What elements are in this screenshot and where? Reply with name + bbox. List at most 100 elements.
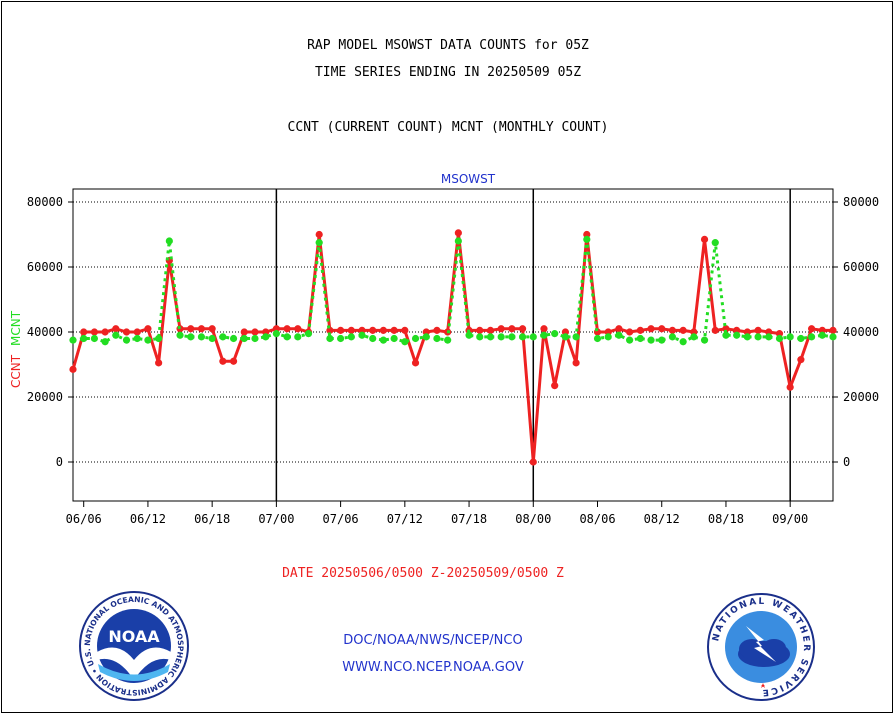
data-point-ccnt <box>754 326 762 334</box>
x-tick-label: 06/12 <box>130 512 166 526</box>
data-point-mcnt <box>272 330 280 338</box>
x-tick-label: 08/00 <box>515 512 551 526</box>
legend-description: CCNT (CURRENT COUNT) MCNT (MONTHLY COUNT… <box>287 120 609 135</box>
data-point-ccnt <box>411 359 420 367</box>
data-point-mcnt <box>155 334 163 343</box>
data-point-mcnt <box>700 336 709 344</box>
data-point-mcnt <box>411 334 420 343</box>
x-tick-label: 07/00 <box>258 512 294 526</box>
data-point-mcnt <box>626 336 634 344</box>
data-point-mcnt <box>187 333 195 341</box>
data-point-ccnt <box>797 356 805 364</box>
org-label: DOC/NOAA/NWS/NCEP/NCO <box>343 633 523 648</box>
data-point-mcnt <box>262 333 270 341</box>
data-point-ccnt <box>80 328 88 336</box>
data-point-ccnt <box>668 326 677 334</box>
data-point-mcnt <box>658 336 666 344</box>
data-point-mcnt <box>465 331 473 339</box>
data-point-mcnt <box>304 330 313 338</box>
data-point-mcnt <box>112 331 120 339</box>
data-point-mcnt <box>347 333 355 341</box>
data-point-mcnt <box>390 334 398 343</box>
data-point-mcnt <box>647 336 655 344</box>
data-point-ccnt <box>572 359 580 367</box>
data-point-mcnt <box>133 334 141 343</box>
y-tick-label-left: 0 <box>56 455 63 469</box>
data-point-mcnt <box>743 333 751 341</box>
data-point-ccnt <box>786 383 794 391</box>
data-point-ccnt <box>615 325 623 333</box>
data-point-ccnt <box>636 326 644 334</box>
data-point-mcnt <box>486 333 495 341</box>
x-tick-label: 08/12 <box>644 512 680 526</box>
data-point-ccnt <box>529 458 537 466</box>
data-point-mcnt <box>144 336 152 344</box>
data-point-ccnt <box>337 326 345 334</box>
noaa-logo-icon: NATIONAL OCEANIC AND ATMOSPHERIC ADMINIS… <box>78 590 189 701</box>
data-point-mcnt <box>197 333 206 341</box>
data-point-ccnt <box>551 382 559 390</box>
data-point-mcnt <box>636 334 644 343</box>
data-point-mcnt <box>69 336 77 344</box>
data-point-mcnt <box>775 334 784 343</box>
data-point-ccnt <box>187 325 195 333</box>
data-point-mcnt <box>101 338 109 346</box>
data-point-ccnt <box>326 326 334 334</box>
data-point-ccnt <box>101 328 109 336</box>
data-point-mcnt <box>508 333 516 341</box>
data-point-ccnt <box>155 359 163 367</box>
data-point-ccnt <box>433 326 441 334</box>
data-point-ccnt <box>508 325 516 333</box>
data-point-mcnt <box>797 334 805 343</box>
data-point-ccnt <box>251 328 259 336</box>
data-point-ccnt <box>208 325 216 333</box>
y-axis-label-mcnt: MCNT <box>9 310 23 346</box>
data-point-ccnt <box>197 325 206 333</box>
data-point-mcnt <box>829 333 837 341</box>
x-tick-label: 07/18 <box>451 512 487 526</box>
y-tick-label-left: 60000 <box>27 260 63 274</box>
x-tick-label: 07/06 <box>323 512 359 526</box>
data-point-mcnt <box>540 331 548 339</box>
data-point-ccnt <box>144 325 152 333</box>
data-point-mcnt <box>315 239 323 247</box>
data-point-mcnt <box>165 237 173 245</box>
data-point-ccnt <box>679 326 687 334</box>
y-tick-label-left: 20000 <box>27 390 63 404</box>
data-point-mcnt <box>668 333 677 341</box>
data-point-mcnt <box>251 334 259 343</box>
data-point-ccnt <box>626 328 634 336</box>
data-point-mcnt <box>529 333 537 341</box>
data-point-mcnt <box>615 331 623 339</box>
data-point-mcnt <box>711 239 719 247</box>
data-point-mcnt <box>433 334 441 343</box>
data-point-mcnt <box>765 333 773 341</box>
data-point-mcnt <box>176 331 184 339</box>
data-point-mcnt <box>583 235 591 243</box>
y-axis-label-ccnt: CCNT <box>9 354 23 388</box>
data-point-mcnt <box>337 334 345 343</box>
data-point-mcnt <box>454 237 462 245</box>
nws-logo-icon: NATIONAL WEATHER SERVICE <box>707 593 815 701</box>
data-point-mcnt <box>90 334 99 343</box>
y-tick-label-right: 80000 <box>843 195 879 209</box>
data-point-mcnt <box>572 333 580 341</box>
data-point-mcnt <box>604 333 612 341</box>
data-point-ccnt <box>240 328 248 336</box>
data-point-ccnt <box>647 325 655 333</box>
data-point-mcnt <box>422 333 430 341</box>
panel-label: MSOWST <box>441 172 496 186</box>
data-point-ccnt <box>390 326 398 334</box>
y-tick-label-right: 40000 <box>843 325 879 339</box>
y-tick-label-right: 60000 <box>843 260 879 274</box>
data-point-ccnt <box>347 326 355 334</box>
data-point-mcnt <box>551 330 559 338</box>
data-point-mcnt <box>690 333 698 341</box>
data-point-mcnt <box>240 334 248 343</box>
data-point-mcnt <box>379 336 388 344</box>
data-point-ccnt <box>294 325 302 333</box>
y-tick-label-left: 40000 <box>27 325 63 339</box>
noaa-logo-text: NOAA <box>108 627 160 646</box>
chart-subtitle: TIME SERIES ENDING IN 20250509 05Z <box>314 65 582 80</box>
data-point-ccnt <box>518 325 527 333</box>
